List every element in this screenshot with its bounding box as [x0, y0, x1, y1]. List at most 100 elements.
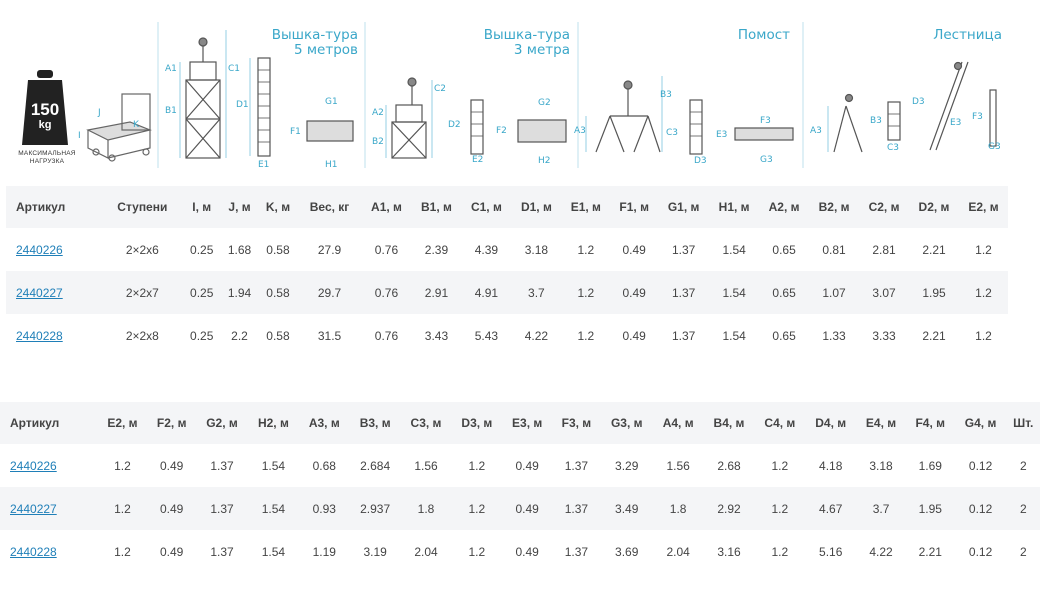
table-header-row: Артикул Ступени I, м J, м K, м Вес, кг A1, м B1…	[6, 186, 1008, 228]
section-title-ladder: Лестница	[933, 27, 1002, 43]
column-header: K, м	[258, 186, 298, 228]
dim-label: E3	[950, 118, 962, 128]
article-cell: 2440228	[6, 314, 102, 357]
column-header: A4, м	[652, 402, 704, 444]
column-header: F3, м	[552, 402, 601, 444]
table-cell: 1.2	[975, 328, 992, 343]
column-header: Вес, кг	[297, 186, 362, 228]
table-cell: 1.95	[905, 487, 955, 530]
table-cell: 1.54	[709, 271, 760, 314]
table-cell: 1.54	[722, 242, 746, 257]
table-cell: 0.58	[266, 328, 290, 343]
weight-value: 150	[30, 100, 60, 119]
table-cell: 1.37	[210, 544, 234, 559]
table-cell: 0.49	[147, 487, 197, 530]
table-cell: 1.2	[561, 271, 611, 314]
table-cell: 0.65	[772, 328, 796, 343]
table-cell: 1.37	[671, 328, 696, 343]
table-cell: 27.9	[317, 242, 342, 257]
column-header: Ступени	[101, 186, 183, 228]
table-cell: 2×2х6	[125, 242, 159, 257]
dim-label: B1	[165, 106, 177, 116]
table-cell: 1.56	[414, 458, 438, 473]
dim-label: D3	[912, 97, 925, 107]
table-cell: 2	[1019, 544, 1027, 559]
table-row: 2440226 1.2 0.49 1.37 1.54 0.68 2.684 1.56 1.2 0.…	[0, 444, 1040, 487]
table-cell: 1.2	[771, 544, 789, 559]
table-cell: 0.65	[772, 242, 796, 257]
table-cell: 2.68	[717, 458, 741, 473]
spec-table-2: Артикул E2, м F2, м G2, м H2, м A3, м B3, м C3,…	[0, 402, 1040, 573]
dim-label: F3	[972, 112, 983, 122]
table-cell: 1.2	[97, 487, 148, 530]
article-link[interactable]: 2440228	[16, 328, 63, 343]
table-cell: 1.2	[771, 458, 789, 473]
table-cell: 0.76	[374, 242, 399, 257]
table-cell: 3.69	[615, 544, 639, 559]
table-cell: 1.2	[114, 544, 131, 559]
article-link[interactable]: 2440227	[10, 501, 57, 516]
column-header: E2, м	[97, 402, 148, 444]
table-header-row: Артикул E2, м F2, м G2, м H2, м A3, м B3, м C3,…	[0, 402, 1040, 444]
article-cell: 2440227	[0, 487, 98, 530]
table-cell: 2.81	[872, 242, 896, 257]
table-cell: 1.8	[400, 487, 452, 530]
table-cell: 2.684	[360, 458, 391, 473]
dim-label: D2	[448, 120, 461, 130]
table-cell: 1.19	[312, 544, 336, 559]
dim-label: C3	[666, 128, 679, 138]
column-header: A1, м	[361, 186, 412, 228]
column-header: G3, м	[600, 402, 653, 444]
table-cell: 2×2х7	[101, 271, 183, 314]
article-link[interactable]: 2440227	[16, 285, 63, 300]
table-cell: 1.54	[261, 458, 286, 473]
dim-label: H1	[325, 160, 338, 170]
article-link[interactable]: 2440228	[10, 544, 57, 559]
table-cell: 1.2	[975, 242, 992, 257]
table-cell: 3.49	[600, 487, 653, 530]
table-cell: 1.2	[958, 271, 1008, 314]
column-header: D3, м	[451, 402, 503, 444]
table-cell: 2×2х8	[125, 328, 159, 343]
table-cell: 1.33	[822, 328, 846, 343]
table-cell: 0.49	[622, 328, 646, 343]
table-cell: 2	[1006, 487, 1040, 530]
column-header: D4, м	[805, 402, 857, 444]
table-cell: 3.07	[859, 271, 910, 314]
dim-label: B3	[870, 116, 882, 126]
table-cell: 0.49	[160, 544, 184, 559]
table-cell: 2.21	[918, 544, 942, 559]
table-cell: 0.76	[374, 328, 399, 343]
dim-label: F1	[290, 127, 301, 137]
table-cell: 4.91	[461, 271, 512, 314]
table-cell: 1.37	[671, 242, 696, 257]
table-cell: 4.22	[524, 328, 549, 343]
column-header: Шт.	[1006, 402, 1040, 444]
column-header: H2, м	[247, 402, 299, 444]
dim-label: A3	[574, 126, 586, 136]
dim-label: G3	[760, 155, 773, 165]
dim-label: H2	[538, 156, 551, 166]
column-header: F2, м	[147, 402, 197, 444]
table-cell: 0.65	[759, 271, 810, 314]
column-header: C3, м	[400, 402, 452, 444]
column-header: J, м	[220, 186, 259, 228]
article-link[interactable]: 2440226	[16, 242, 63, 257]
table-cell: 0.76	[361, 271, 412, 314]
column-header: C4, м	[754, 402, 806, 444]
article-link[interactable]: 2440226	[10, 458, 57, 473]
column-header: I, м	[182, 186, 221, 228]
section-title-tower5: Вышка-тура 5 метров	[271, 27, 358, 58]
platform-icon	[595, 80, 794, 155]
dim-label: D3	[694, 156, 707, 166]
column-header: Артикул	[6, 186, 102, 228]
column-header: G4, м	[954, 402, 1007, 444]
column-header: A3, м	[298, 402, 350, 444]
column-header: G2, м	[196, 402, 248, 444]
table-row: 2440227 1.2 0.49 1.37 1.54 0.93 2.937 1.8 1.2 0.4…	[0, 487, 1040, 530]
spec-table-1: Артикул Ступени I, м J, м K, м Вес, кг A1, м B1…	[6, 186, 1008, 357]
dim-label: I	[78, 131, 81, 141]
dim-label: G3	[988, 142, 1001, 152]
table-cell: 4.22	[869, 544, 893, 559]
column-header: E3, м	[502, 402, 553, 444]
